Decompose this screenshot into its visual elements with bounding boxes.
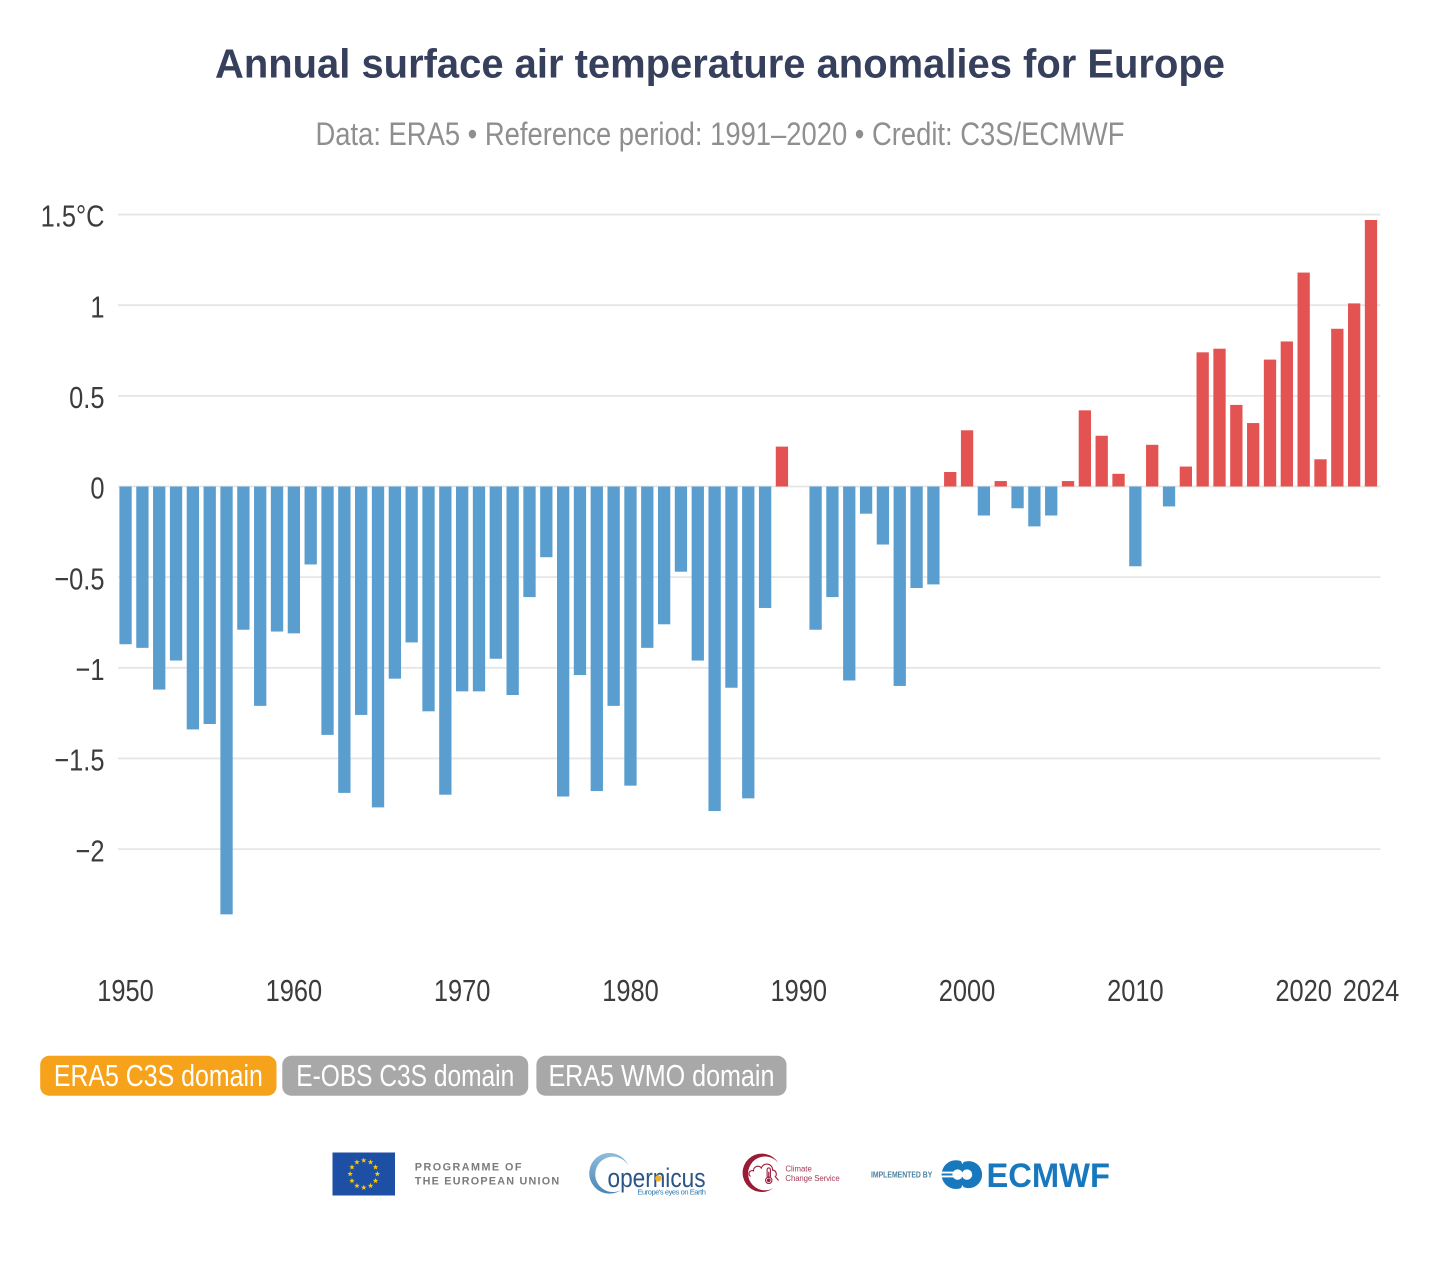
svg-text:Annual surface air temperature: Annual surface air temperature anomalies… [215,41,1225,87]
svg-text:1970: 1970 [434,974,491,1009]
svg-text:ECMWF: ECMWF [987,1157,1111,1195]
svg-text:−1: −1 [76,653,105,688]
svg-text:−0.5: −0.5 [54,562,104,597]
svg-text:2010: 2010 [1107,974,1164,1009]
svg-text:1950: 1950 [97,974,154,1009]
svg-text:0: 0 [90,471,104,506]
svg-text:Data: ERA5 • Reference period:: Data: ERA5 • Reference period: 1991–2020… [316,116,1125,152]
svg-text:Europe's eyes on Earth: Europe's eyes on Earth [637,1187,706,1196]
svg-text:Climate: Climate [785,1164,811,1173]
svg-text:1960: 1960 [266,974,323,1009]
svg-text:1990: 1990 [771,974,828,1009]
svg-text:PROGRAMME OF: PROGRAMME OF [415,1162,522,1174]
svg-text:Change Service: Change Service [785,1174,839,1183]
svg-text:E-OBS C3S domain: E-OBS C3S domain [296,1059,514,1093]
svg-text:1: 1 [90,290,104,325]
svg-text:1980: 1980 [602,974,659,1009]
svg-text:THE EUROPEAN UNION: THE EUROPEAN UNION [415,1175,560,1187]
svg-text:2000: 2000 [939,974,996,1009]
svg-text:2020: 2020 [1275,974,1332,1009]
svg-text:0.5: 0.5 [69,381,104,416]
svg-text:1.5°C: 1.5°C [41,199,105,234]
svg-text:ERA5 C3S domain: ERA5 C3S domain [54,1059,263,1093]
svg-text:IMPLEMENTED BY: IMPLEMENTED BY [871,1170,933,1180]
svg-text:ERA5 WMO domain: ERA5 WMO domain [548,1059,774,1093]
svg-text:2024: 2024 [1343,974,1400,1009]
svg-text:−1.5: −1.5 [54,743,104,778]
svg-text:−2: −2 [76,834,105,869]
